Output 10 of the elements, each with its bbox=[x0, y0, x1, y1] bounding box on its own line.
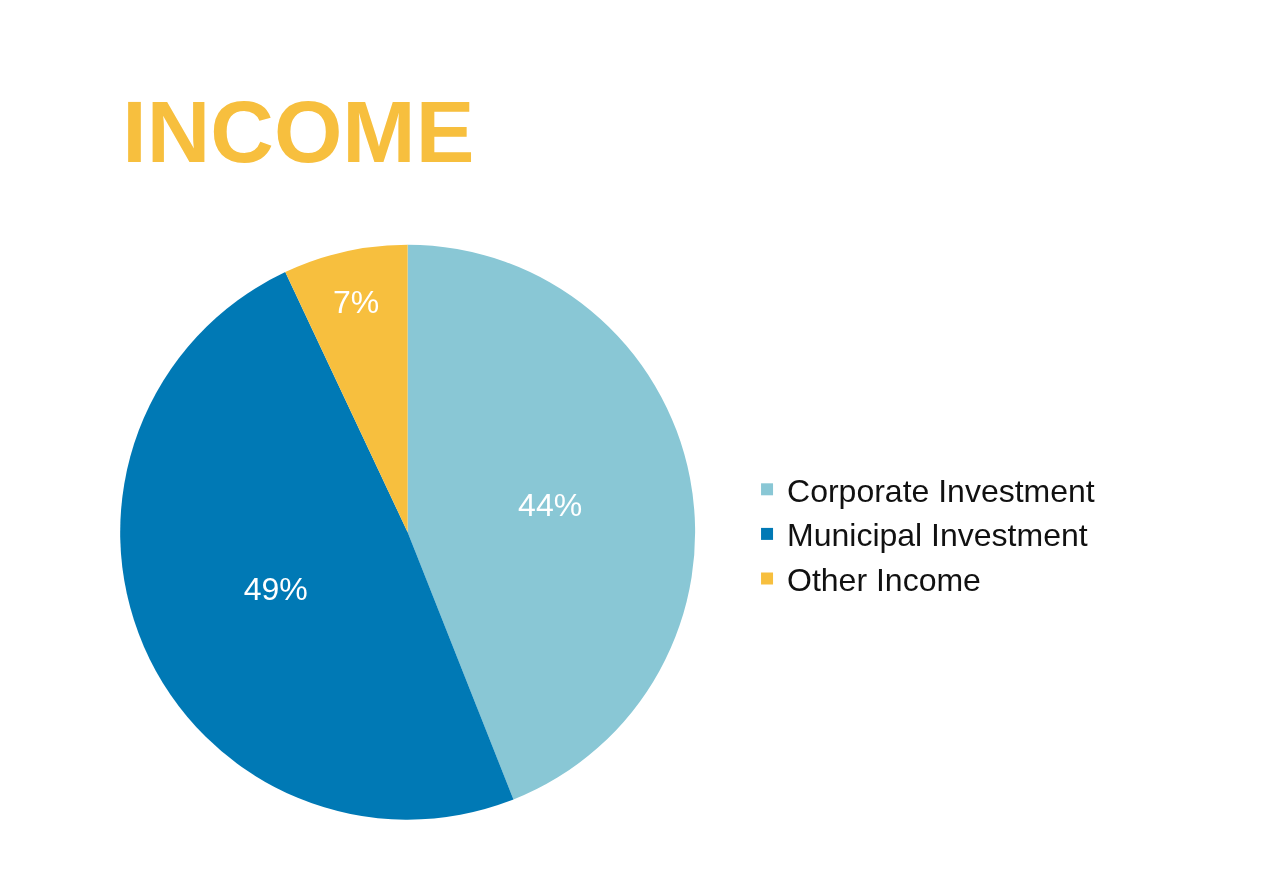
data-label: 7% bbox=[333, 283, 380, 320]
pie-slice bbox=[120, 272, 514, 820]
legend-label: Other Income bbox=[787, 561, 981, 598]
legend-label: Corporate Investment bbox=[787, 472, 1095, 509]
data-label: 44% bbox=[518, 487, 583, 524]
data-label: 49% bbox=[243, 571, 308, 608]
chart-title: INCOME bbox=[122, 81, 475, 181]
legend-label: Municipal Investment bbox=[787, 517, 1088, 554]
pie-slice bbox=[285, 244, 408, 533]
pie-slice bbox=[407, 244, 695, 800]
